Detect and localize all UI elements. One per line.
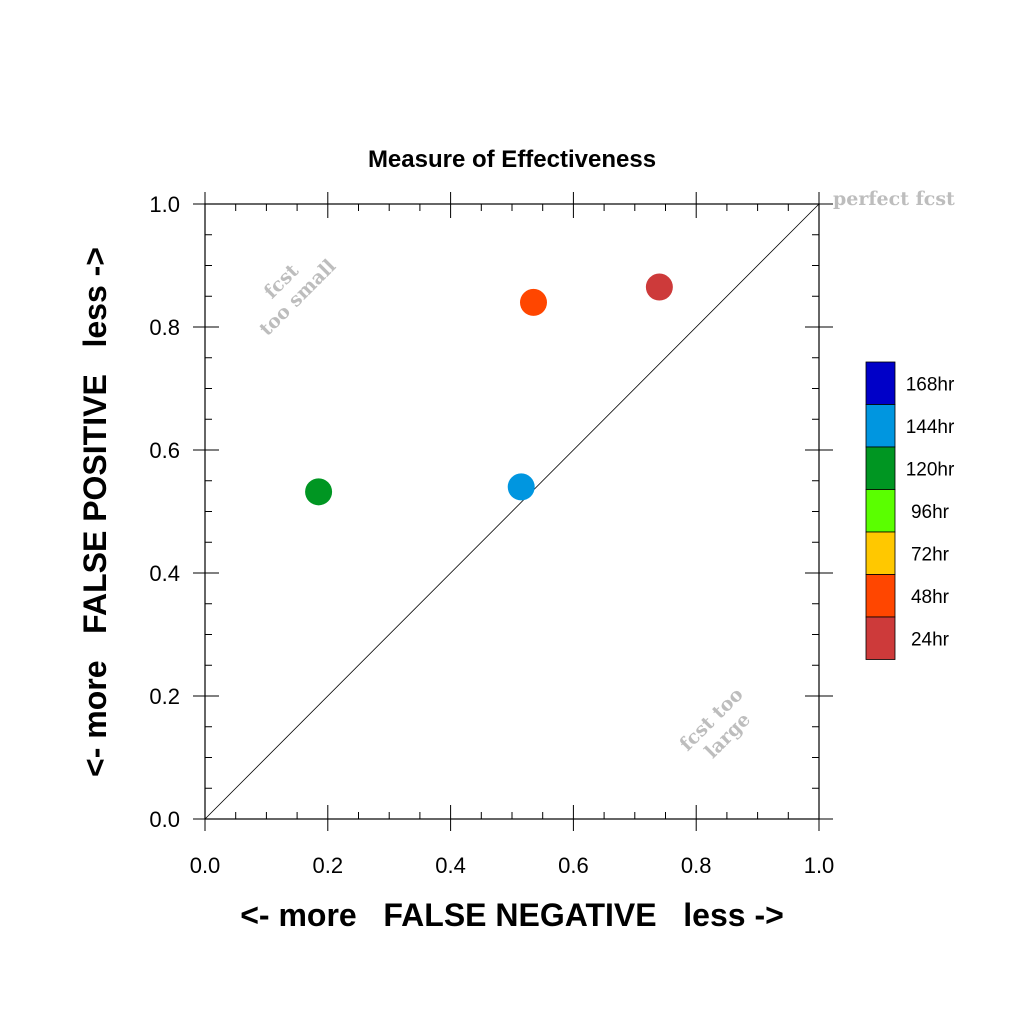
y-tick-label: 1.0 xyxy=(149,192,180,217)
chart-title: Measure of Effectiveness xyxy=(368,146,656,173)
x-tick-label: 0.6 xyxy=(558,853,589,878)
diagonal-reference-line xyxy=(204,203,820,820)
legend-label-96hr: 96hr xyxy=(911,502,950,523)
legend-swatch-96hr xyxy=(865,489,896,533)
legend-swatch-120hr xyxy=(865,446,896,490)
legend-label-144hr: 144hr xyxy=(906,417,955,438)
y-axis-label: <- more FALSE POSITIVE less -> xyxy=(77,247,113,777)
x-tick-label: 0.0 xyxy=(190,853,221,878)
legend-label-168hr: 168hr xyxy=(906,374,955,395)
plot-area: 0.0 0.2 0.4 0.6 0.8 1.0 0.0 0.2 0.4 0.6 0.8 1.0 xyxy=(149,192,834,878)
legend-label-120hr: 120hr xyxy=(906,459,955,480)
legend-label-48hr: 48hr xyxy=(911,587,950,608)
x-tick-label: 1.0 xyxy=(804,853,835,878)
legend-label-24hr: 24hr xyxy=(911,629,950,650)
data-point-48hr xyxy=(519,288,547,316)
y-tick-label: 0.6 xyxy=(149,438,180,463)
y-tick-label: 0.0 xyxy=(149,807,180,832)
data-point-144hr xyxy=(507,473,535,501)
x-tick-label: 0.8 xyxy=(681,853,712,878)
legend-label-72hr: 72hr xyxy=(911,544,950,565)
legend-swatch-24hr xyxy=(865,616,896,660)
y-tick-label: 0.2 xyxy=(149,684,180,709)
data-point-120hr xyxy=(305,478,333,506)
x-axis-label: <- more FALSE NEGATIVE less -> xyxy=(240,897,784,933)
legend-swatch-144hr xyxy=(865,404,896,448)
x-tick-label: 0.2 xyxy=(313,853,344,878)
y-tick-label: 0.8 xyxy=(149,315,180,340)
annotation-fcst-too-large: fcst too large xyxy=(675,683,755,763)
data-point-24hr xyxy=(645,273,673,301)
y-tick-label: 0.4 xyxy=(149,561,180,586)
legend: 168hr 144hr 120hr 96hr 72hr 48hr 24hr xyxy=(865,361,955,660)
x-tick-label: 0.4 xyxy=(435,853,466,878)
annotation-fcst-too-small: fcst too small xyxy=(255,255,340,340)
legend-swatch-72hr xyxy=(865,531,896,575)
annotation-small-line2: too small xyxy=(255,255,340,340)
annotation-perfect-fcst: perfect fcst xyxy=(833,188,955,210)
legend-swatch-168hr xyxy=(865,361,896,405)
legend-swatch-48hr xyxy=(865,574,896,618)
